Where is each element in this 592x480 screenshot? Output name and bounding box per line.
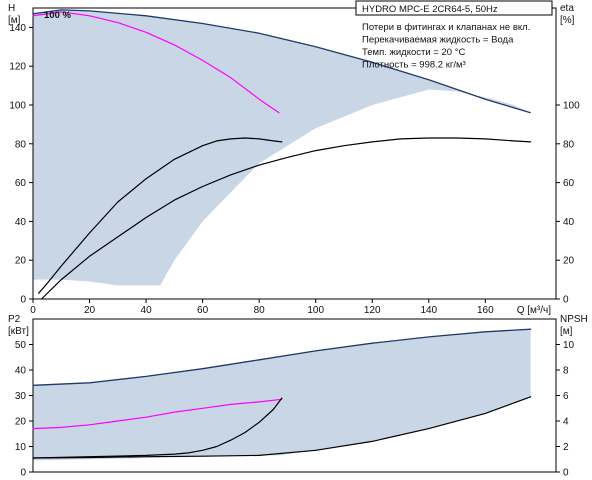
y-right-tick-label: 0 — [563, 295, 569, 306]
note-line: Плотность = 998.2 кг/м³ — [362, 60, 466, 71]
y-left-tick-label: 40 — [15, 366, 27, 377]
y-right-tick-label: 60 — [563, 178, 575, 189]
y-right-tick-label: 20 — [563, 256, 575, 267]
series-line-0 — [32, 11, 280, 114]
y-right-tick-label: 80 — [563, 139, 575, 150]
y-left-tick-label: 30 — [15, 391, 27, 402]
operating-envelope-area — [33, 9, 531, 286]
x-tick-label: 140 — [420, 305, 437, 316]
x-tick-label: 120 — [364, 305, 381, 316]
y-left-axis-title: P2 — [8, 314, 21, 325]
series-line-1 — [32, 398, 283, 430]
y-left-tick-label: 20 — [15, 256, 27, 267]
series-line-3 — [32, 396, 532, 459]
y-left-tick-label: 20 — [15, 417, 27, 428]
title-box — [355, 0, 553, 16]
y-right-tick-label: 10 — [563, 340, 575, 351]
series-line-2 — [40, 137, 532, 300]
series-line-2 — [32, 397, 283, 459]
y-left-tick-label: 140 — [9, 23, 26, 34]
y-right-tick-label: 8 — [563, 366, 569, 377]
plot-frame — [32, 7, 557, 300]
y-right-axis-title: NPSH — [560, 314, 588, 325]
y-left-tick-label: 10 — [15, 442, 27, 453]
x-tick-label: 40 — [141, 305, 153, 316]
y-left-tick-label: 60 — [15, 178, 27, 189]
note-line: Перекачиваемая жидкость = Вода — [362, 35, 514, 46]
y-left-tick-label: 0 — [20, 468, 26, 479]
y-left-tick-label: 0 — [20, 295, 26, 306]
note-line: Темп. жидкости = 20 °C — [362, 47, 465, 58]
speed-annotation: 100 % — [44, 10, 71, 21]
y-left-tick-label: 40 — [15, 217, 27, 228]
y-left-axis-title: H — [8, 3, 15, 14]
series-line-0 — [32, 328, 532, 386]
y-right-tick-label: 6 — [563, 391, 569, 402]
y-left-tick-label: 50 — [15, 340, 27, 351]
chart-title: HYDRO MPC-E 2CR64-5, 50Hz — [362, 4, 498, 15]
y-right-axis-unit: [%] — [560, 15, 575, 26]
y-right-axis-title: eta — [560, 3, 574, 14]
x-tick-label: 160 — [477, 305, 494, 316]
operating-envelope-area — [33, 329, 531, 461]
y-left-tick-label: 80 — [15, 139, 27, 150]
y-right-tick-label: 0 — [563, 468, 569, 479]
x-tick-label: 100 — [307, 305, 324, 316]
series-line-1 — [38, 137, 283, 294]
max-curve-line — [32, 9, 531, 114]
y-right-axis-unit: [м] — [560, 326, 573, 337]
head-efficiency-panel: 0 20 40 60 80 100 120 140 0 20 40 60 80 100 H[м] eta[%]… — [8, 0, 580, 316]
y-left-axis-unit: [кВт] — [8, 326, 29, 337]
y-left-tick-label: 100 — [9, 101, 26, 112]
x-tick-label: 60 — [197, 305, 209, 316]
x-tick-label: 20 — [84, 305, 96, 316]
y-right-tick-label: 100 — [563, 101, 580, 112]
y-left-axis-unit: [м] — [8, 15, 21, 26]
y-right-tick-label: 2 — [563, 442, 569, 453]
y-right-tick-label: 4 — [563, 417, 569, 428]
note-line: Потери в фитингах и клапанах не вкл. — [362, 22, 530, 33]
power-npsh-panel: 0 10 20 30 40 50 0 2 4 6 8 10 P2[кВт] NPSH[м] — [8, 314, 588, 479]
y-left-tick-label: 120 — [9, 62, 26, 73]
x-tick-label: 80 — [254, 305, 266, 316]
x-tick-label: 0 — [30, 305, 36, 316]
y-right-tick-label: 40 — [563, 217, 575, 228]
x-axis-title: Q [м³/ч] — [517, 305, 552, 316]
